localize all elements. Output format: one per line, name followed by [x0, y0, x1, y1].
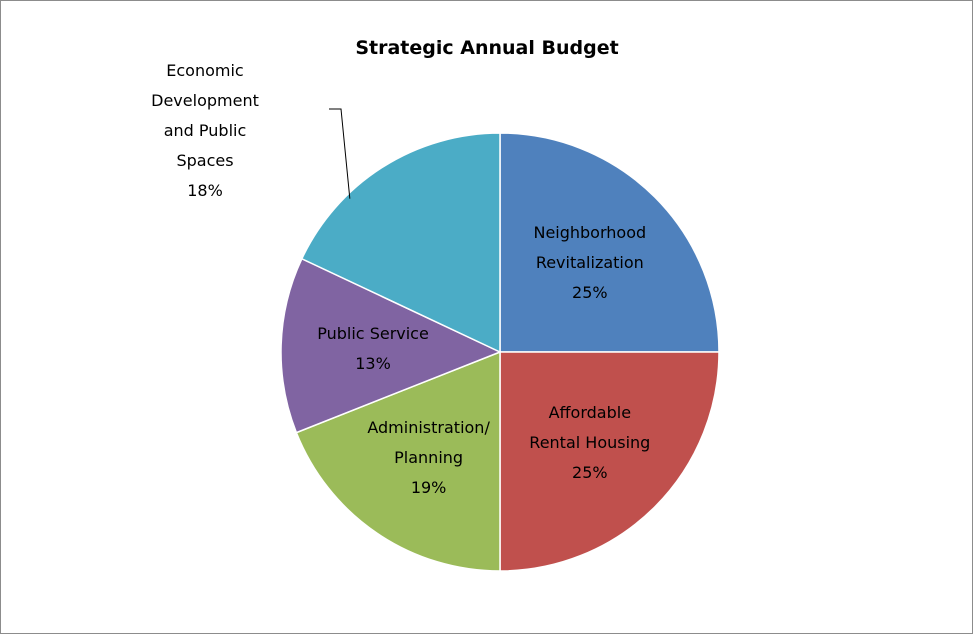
slice-percent-label: 19% — [411, 478, 447, 497]
leader-line-economic — [329, 108, 351, 199]
slice-labels: Neighborhood Revitalization 25% Affordable R… — [151, 61, 650, 497]
slice-category-label: Affordable — [549, 403, 631, 422]
slice-percent-label: 25% — [572, 283, 608, 302]
leader-lines — [329, 108, 351, 199]
pie-slice-public-service — [280, 257, 502, 434]
chart-title: Strategic Annual Budget — [355, 37, 618, 59]
slice-percent-label: 25% — [572, 463, 608, 482]
slice-category-label: Public Service — [317, 324, 429, 343]
pie-slices — [280, 132, 720, 572]
slice-percent-label: 13% — [355, 354, 391, 373]
slice-label-rental: Affordable Rental Housing 25% — [529, 403, 650, 482]
slice-label-public-service: Public Service 13% — [317, 324, 429, 373]
slice-label-economic: Economic Development and Public Spaces 18% — [151, 61, 259, 200]
pie-slice-economic — [300, 132, 501, 354]
pie-slice-neighborhood — [499, 132, 720, 353]
slice-category-label: Administration/ — [367, 418, 490, 437]
slice-category-label: Spaces — [176, 151, 233, 170]
pie-slice-administration — [295, 350, 501, 572]
slice-category-label: Rental Housing — [529, 433, 650, 452]
pie-slice-rental — [499, 351, 720, 572]
slice-category-label: Neighborhood — [533, 223, 646, 242]
slice-category-label: Economic — [166, 61, 243, 80]
slice-category-label: and Public — [164, 121, 247, 140]
slice-label-administration: Administration/Planning 19% — [367, 418, 490, 497]
slice-label-neighborhood: Neighborhood Revitalization 25% — [533, 223, 646, 302]
slice-percent-label: 18% — [187, 181, 223, 200]
slice-category-label: Revitalization — [536, 253, 644, 272]
slice-category-label: Planning — [394, 448, 463, 467]
slice-category-label: Development — [151, 91, 259, 110]
